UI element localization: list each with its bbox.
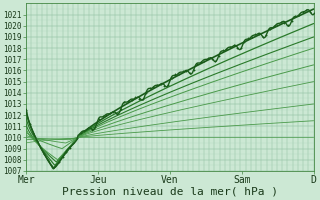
X-axis label: Pression niveau de la mer( hPa ): Pression niveau de la mer( hPa ) [62, 187, 278, 197]
